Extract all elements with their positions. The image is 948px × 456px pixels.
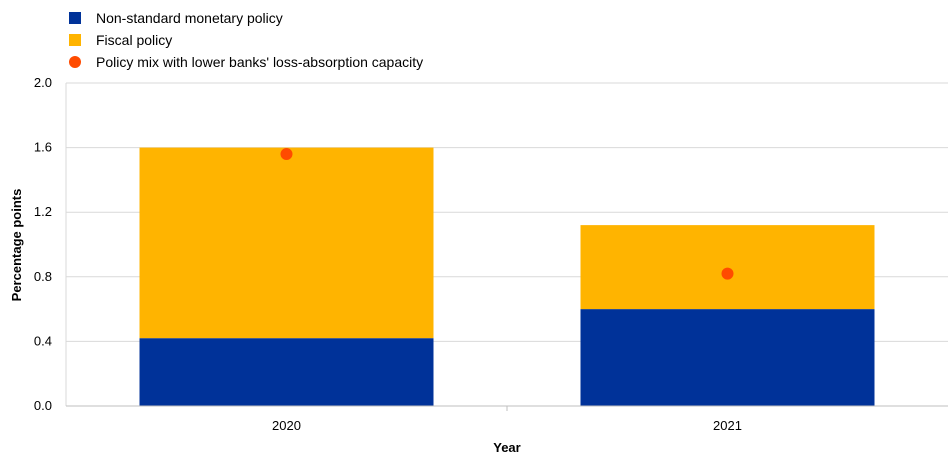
legend-label-monetary: Non-standard monetary policy bbox=[96, 10, 283, 26]
y-tick-label: 0.8 bbox=[34, 269, 52, 284]
bar-monetary-2020 bbox=[139, 338, 434, 406]
y-tick-label: 1.6 bbox=[34, 140, 52, 155]
bar-monetary-2021 bbox=[580, 309, 875, 406]
y-tick-label: 0.0 bbox=[34, 398, 52, 413]
x-tick-label: 2021 bbox=[713, 418, 742, 433]
legend-label-fiscal: Fiscal policy bbox=[96, 32, 172, 48]
axes: 0.0 0.4 0.8 1.2 1.6 2.0 2020 2021 bbox=[34, 75, 948, 433]
legend-swatch-monetary bbox=[69, 12, 81, 24]
y-tick-label: 1.2 bbox=[34, 204, 52, 219]
bar-fiscal-2020 bbox=[139, 147, 434, 339]
legend-swatch-fiscal bbox=[69, 34, 81, 46]
y-tick-label: 0.4 bbox=[34, 333, 52, 348]
y-tick-label: 2.0 bbox=[34, 75, 52, 90]
y-axis-label: Percentage points bbox=[9, 189, 24, 302]
x-axis-label: Year bbox=[493, 440, 520, 455]
x-tick-label: 2020 bbox=[272, 418, 301, 433]
legend-label-policy-mix: Policy mix with lower banks' loss-absorp… bbox=[96, 54, 423, 70]
legend: Non-standard monetary policy Fiscal polic… bbox=[69, 10, 423, 70]
dots bbox=[280, 148, 734, 280]
bars bbox=[139, 147, 875, 406]
policy-mix-dot-2020 bbox=[280, 148, 293, 161]
bar-fiscal-2021 bbox=[580, 225, 875, 310]
legend-swatch-policy-mix bbox=[69, 56, 81, 68]
policy-mix-dot-2021 bbox=[721, 267, 734, 280]
